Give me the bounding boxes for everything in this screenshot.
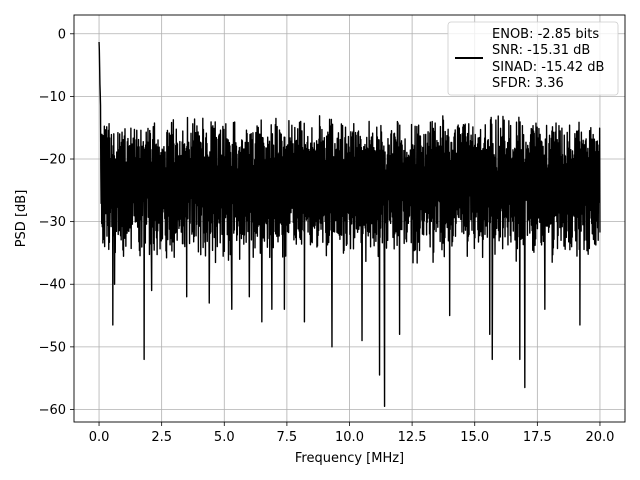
y-tick-label: −60 xyxy=(39,403,66,418)
x-tick-label: 10.0 xyxy=(335,430,364,445)
x-tick-label: 0.0 xyxy=(89,430,110,445)
x-tick-label: 5.0 xyxy=(214,430,235,445)
x-tick-label: 12.5 xyxy=(398,430,427,445)
y-tick-label: −10 xyxy=(39,90,66,105)
y-tick-label: 0 xyxy=(58,27,66,42)
y-tick-label: −30 xyxy=(39,215,66,230)
psd-series-line xyxy=(98,41,601,408)
legend-line-sinad: SINAD: -15.42 dB xyxy=(492,60,604,75)
x-axis-label: Frequency [MHz] xyxy=(295,451,404,466)
legend-line-enob: ENOB: -2.85 bits xyxy=(492,27,599,42)
x-tick-label: 2.5 xyxy=(151,430,172,445)
x-tick-label: 20.0 xyxy=(585,430,614,445)
legend-box xyxy=(447,21,619,96)
legend-line-snr: SNR: -15.31 dB xyxy=(492,43,590,58)
x-tick-label: 15.0 xyxy=(460,430,489,445)
y-tick-label: −50 xyxy=(39,340,66,355)
y-tick-label: −40 xyxy=(39,278,66,293)
y-tick-label: −20 xyxy=(39,153,66,168)
legend-line-sfdr: SFDR: 3.36 xyxy=(492,76,564,91)
y-axis: 0 −10 −20 −30 −40 −50 −60 xyxy=(39,27,74,418)
series-group xyxy=(98,41,601,408)
y-axis-label: PSD [dB] xyxy=(14,190,29,248)
x-axis: 0.0 2.5 5.0 7.5 10.0 12.5 15.0 17.5 20.0 xyxy=(89,422,614,445)
x-tick-label: 7.5 xyxy=(277,430,298,445)
x-tick-label: 17.5 xyxy=(523,430,552,445)
legend: ENOB: -2.85 bits SNR: -15.31 dB SINAD: -… xyxy=(447,21,619,96)
